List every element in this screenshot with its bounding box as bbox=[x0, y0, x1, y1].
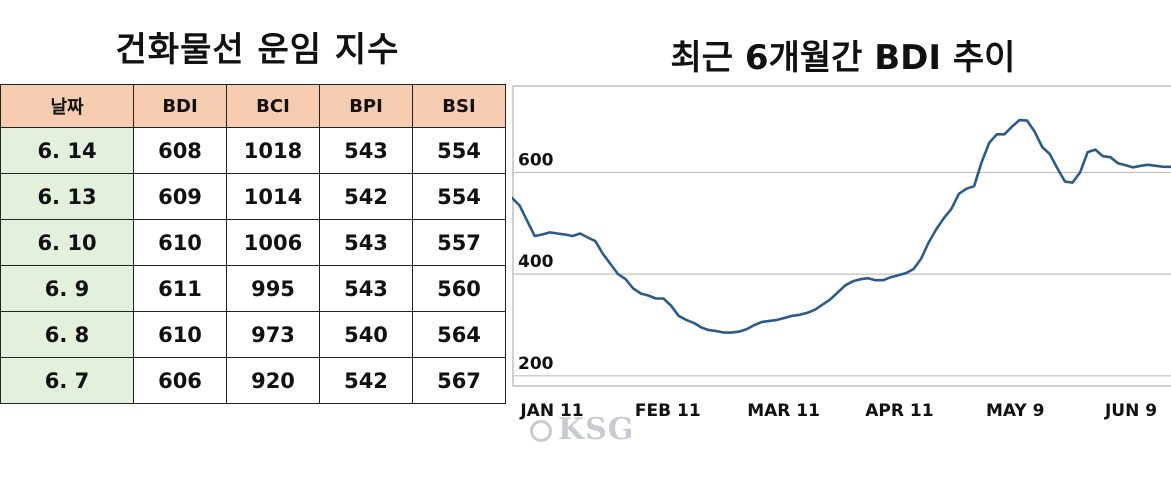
cell-bpi: 542 bbox=[319, 357, 413, 404]
watermark-text: KSG bbox=[558, 412, 635, 447]
cell-bsi: 560 bbox=[412, 265, 506, 312]
table-row: 6. 9 611 995 543 560 bbox=[0, 265, 506, 312]
x-tick-label: MAY 9 bbox=[986, 401, 1045, 421]
cell-bpi: 540 bbox=[319, 311, 413, 358]
chart-title: 최근 6개월간 BDI 추이 bbox=[670, 38, 1016, 78]
table-title: 건화물선 운임 지수 bbox=[115, 30, 400, 70]
cell-date: 6. 10 bbox=[0, 219, 134, 266]
cell-bci: 973 bbox=[226, 311, 320, 358]
plot-frame bbox=[512, 85, 1171, 387]
cell-bdi: 609 bbox=[133, 173, 227, 220]
x-tick-label: MAR 11 bbox=[747, 401, 820, 421]
ksg-watermark: KSG bbox=[530, 412, 634, 447]
header-bdi: BDI bbox=[133, 84, 227, 128]
cell-bsi: 557 bbox=[412, 219, 506, 266]
ksg-logo-icon bbox=[530, 420, 552, 442]
header-bsi: BSI bbox=[412, 84, 506, 128]
cell-bpi: 543 bbox=[319, 265, 413, 312]
x-tick-label: JAN 11 bbox=[519, 401, 583, 421]
cell-bsi: 567 bbox=[412, 357, 506, 404]
cell-bdi: 608 bbox=[133, 127, 227, 174]
cell-date: 6. 7 bbox=[0, 357, 134, 404]
cell-date: 6. 8 bbox=[0, 311, 134, 358]
cell-bsi: 564 bbox=[412, 311, 506, 358]
cell-bci: 995 bbox=[226, 265, 320, 312]
header-bpi: BPI bbox=[319, 84, 413, 128]
y-tick-label: 400 bbox=[518, 252, 554, 272]
cell-bpi: 542 bbox=[319, 173, 413, 220]
cell-bpi: 543 bbox=[319, 127, 413, 174]
cell-bci: 1006 bbox=[226, 219, 320, 266]
cell-bsi: 554 bbox=[412, 127, 506, 174]
header-date: 날짜 bbox=[0, 84, 134, 128]
bdi-chart: 200 400 600 JAN 11 FEB 11 MAR 11 APR 11 MAY 9 JU… bbox=[510, 84, 1171, 464]
y-tick-label: 600 bbox=[518, 150, 554, 170]
cell-date: 6. 14 bbox=[0, 127, 134, 174]
cell-bpi: 543 bbox=[319, 219, 413, 266]
cell-bdi: 606 bbox=[133, 357, 227, 404]
cell-bci: 1018 bbox=[226, 127, 320, 174]
table-row: 6. 10 610 1006 543 557 bbox=[0, 219, 506, 266]
table-row: 6. 8 610 973 540 564 bbox=[0, 311, 506, 358]
cell-bdi: 610 bbox=[133, 219, 227, 266]
freight-index-table: 날짜 BDI BCI BPI BSI 6. 14 608 1018 543 55… bbox=[0, 84, 506, 404]
bdi-series-line bbox=[510, 118, 1171, 334]
cell-bsi: 554 bbox=[412, 173, 506, 220]
x-tick-label: JUN 9 bbox=[1104, 401, 1157, 421]
cell-bdi: 611 bbox=[133, 265, 227, 312]
cell-date: 6. 13 bbox=[0, 173, 134, 220]
table-row: 6. 14 608 1018 543 554 bbox=[0, 127, 506, 174]
table-row: 6. 13 609 1014 542 554 bbox=[0, 173, 506, 220]
header-bci: BCI bbox=[226, 84, 320, 128]
cell-bci: 1014 bbox=[226, 173, 320, 220]
cell-date: 6. 9 bbox=[0, 265, 134, 312]
x-tick-label: FEB 11 bbox=[635, 401, 701, 421]
y-tick-label: 200 bbox=[518, 354, 554, 374]
cell-bci: 920 bbox=[226, 357, 320, 404]
table-row: 6. 7 606 920 542 567 bbox=[0, 357, 506, 404]
x-tick-label: APR 11 bbox=[865, 401, 933, 421]
table-header-row: 날짜 BDI BCI BPI BSI bbox=[0, 84, 506, 128]
bdi-chart-svg: 200 400 600 JAN 11 FEB 11 MAR 11 APR 11 MAY 9 JU… bbox=[510, 85, 1171, 421]
cell-bdi: 610 bbox=[133, 311, 227, 358]
